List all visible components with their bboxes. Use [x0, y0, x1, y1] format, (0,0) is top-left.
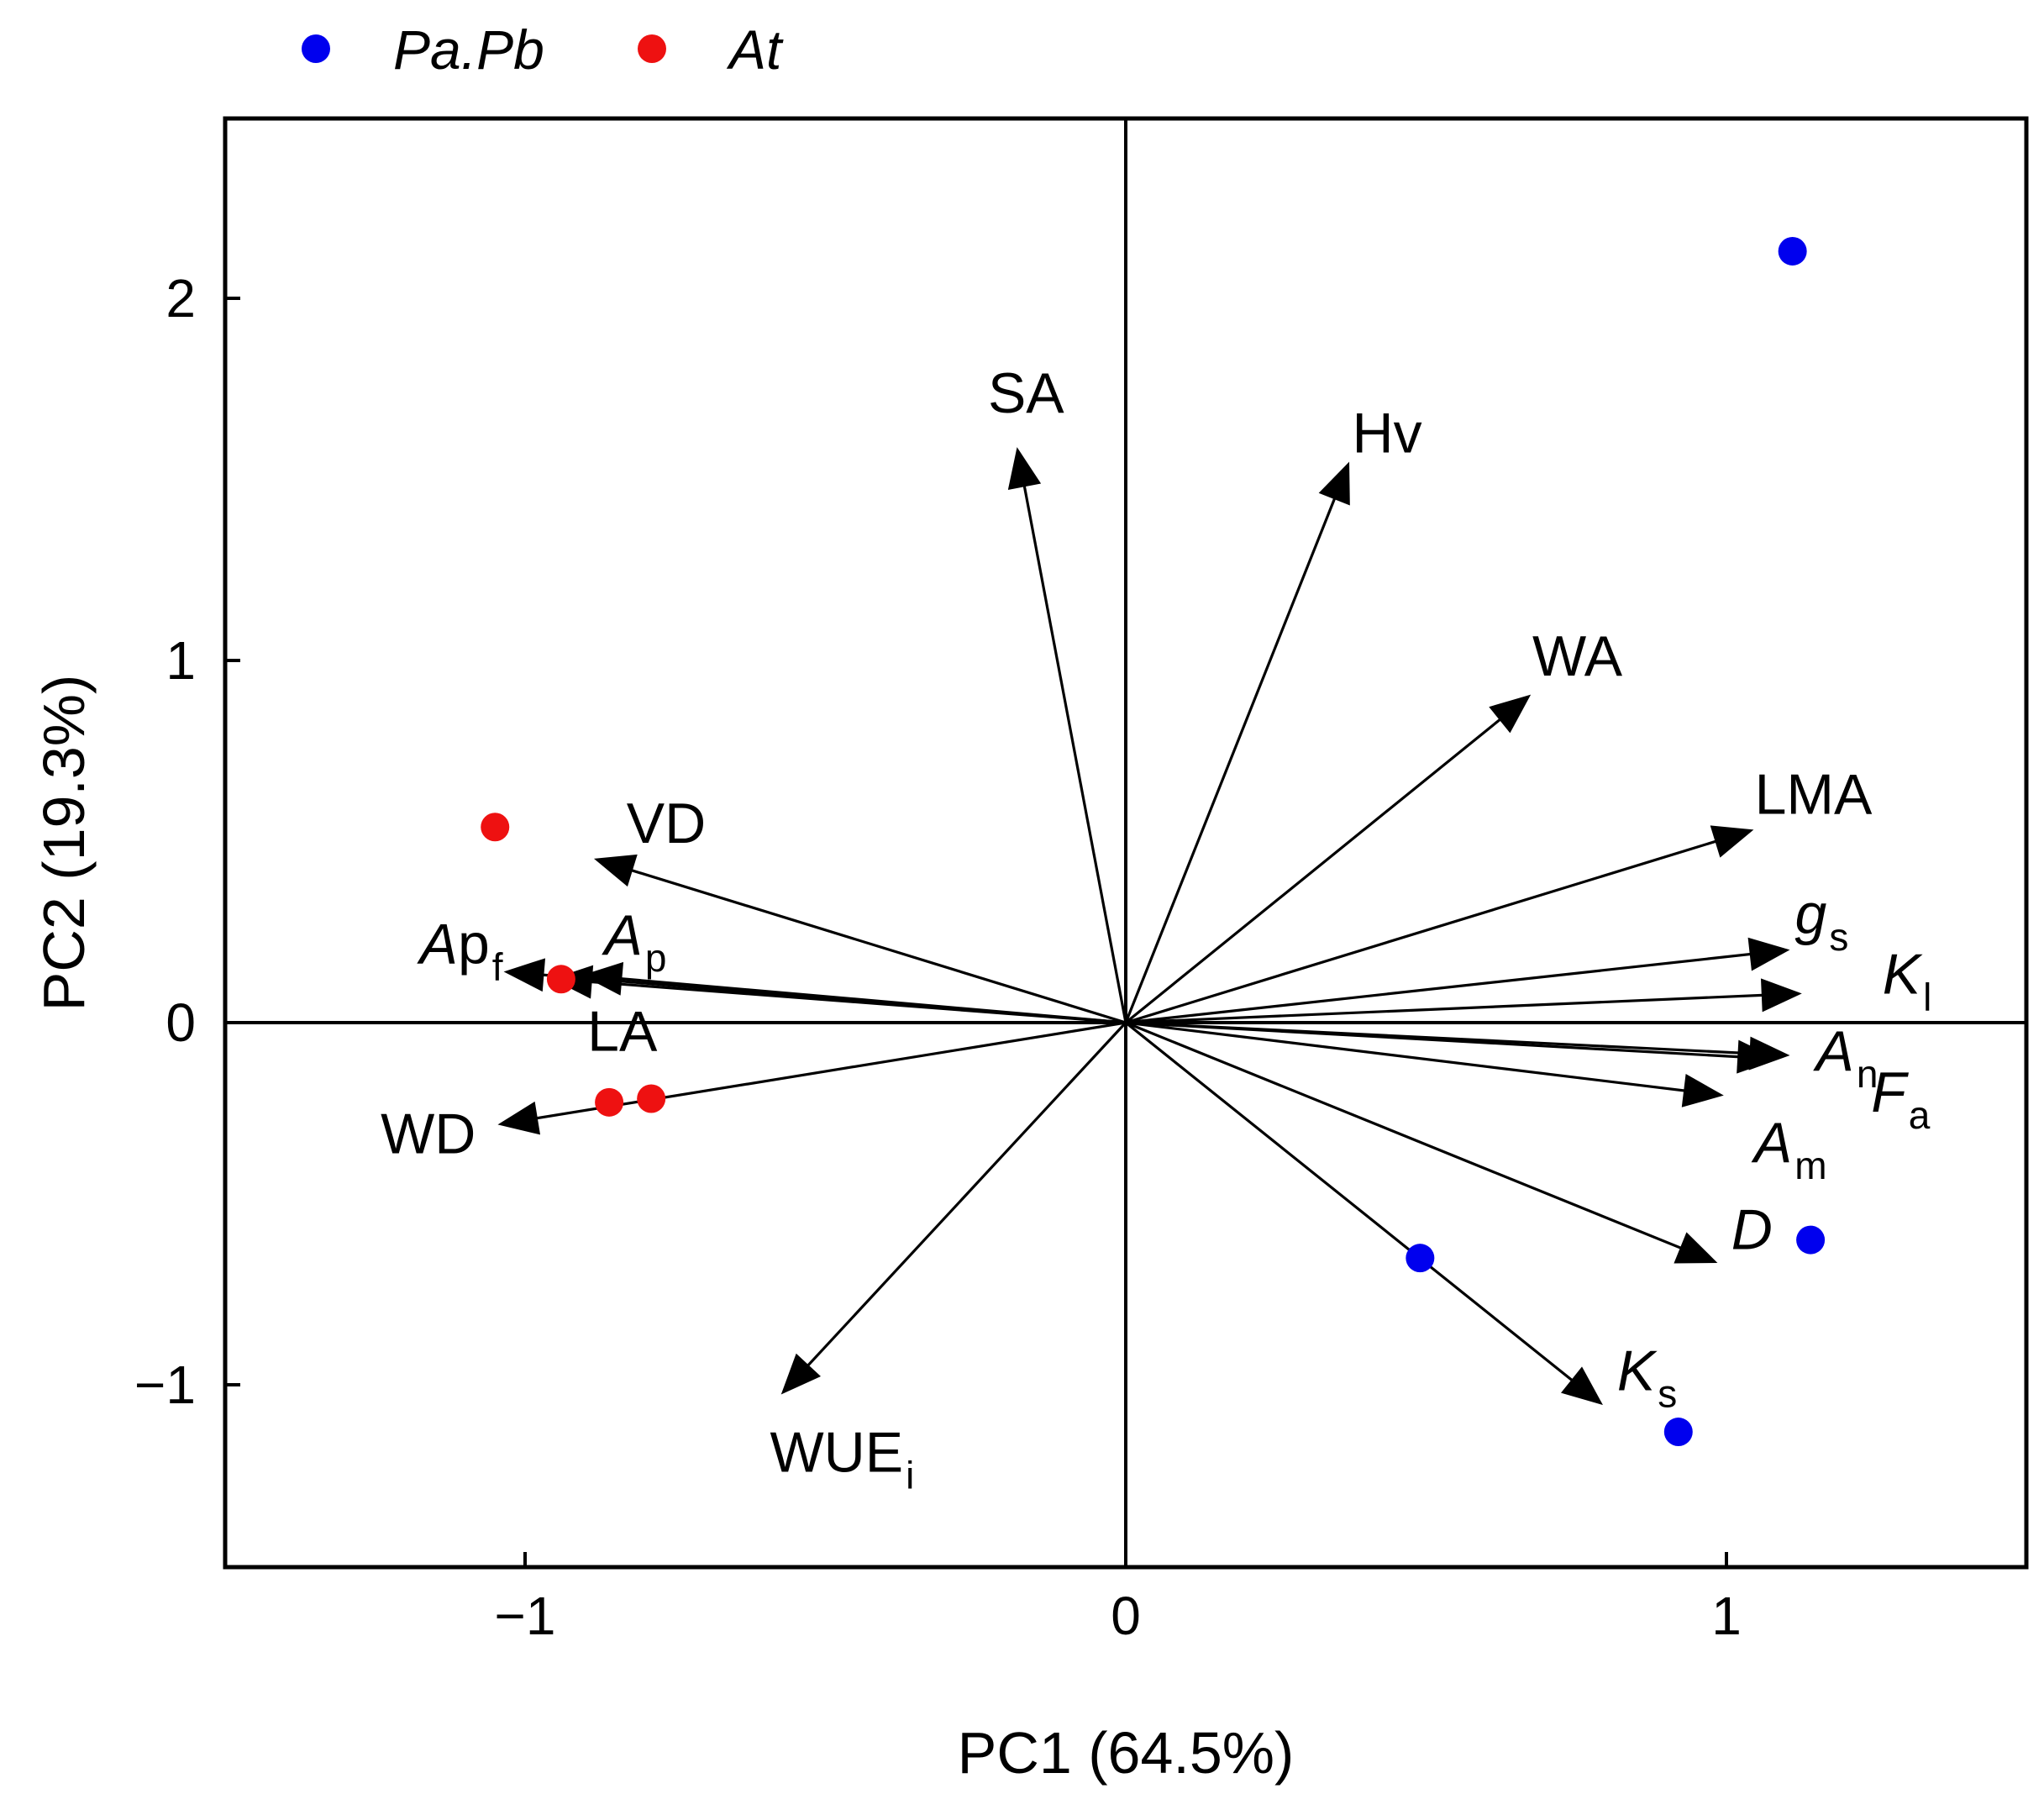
loading-arrow-fa [1125, 1021, 1779, 1074]
point-papb [1778, 236, 1807, 266]
point-at [481, 813, 510, 842]
loading-label-la: LA [587, 999, 658, 1063]
loading-label-wa: WA [1532, 624, 1623, 688]
point-at [595, 1087, 624, 1117]
x-axis: −1 0 1 [495, 1552, 1742, 1646]
legend: Pa.Pb At [302, 18, 784, 81]
x-tick-label: 0 [1111, 1586, 1141, 1646]
y-tick-label: 1 [166, 630, 196, 691]
loading-arrow-hv [1124, 461, 1350, 1023]
loading-label-ap: Ap [602, 903, 667, 980]
loading-arrow-sa [1007, 447, 1127, 1023]
loading-label-d: D [1731, 1197, 1773, 1261]
x-tick-label: −1 [495, 1586, 556, 1646]
point-papb [1406, 1244, 1435, 1273]
loading-arrow-wuei [780, 1021, 1127, 1395]
loading-arrow-ap [581, 961, 1127, 1024]
loading-arrow-wa [1124, 694, 1532, 1024]
y-axis-title: PC2 (19.3%) [31, 675, 97, 1012]
x-tick-label: 1 [1711, 1586, 1742, 1646]
loading-label-am: Am [1751, 1111, 1827, 1187]
point-papb [1663, 1418, 1693, 1447]
legend-marker-at [638, 34, 666, 63]
loading-label-ks: Ks [1617, 1339, 1677, 1416]
loading-label-vd: VD [627, 792, 706, 855]
loading-label-lma: LMA [1755, 763, 1873, 827]
score-points [481, 236, 1826, 1447]
loading-arrow-lma [1125, 825, 1754, 1024]
loading-arrow-am [1125, 1021, 1724, 1107]
loading-arrow-gs [1125, 937, 1790, 1024]
x-axis-title: PC1 (64.5%) [958, 1720, 1295, 1786]
loading-label-gs: gs [1795, 882, 1849, 959]
loading-label-fa: Fa [1871, 1060, 1931, 1137]
y-tick-label: 2 [166, 268, 196, 329]
loading-arrow-vd [593, 854, 1127, 1024]
loading-label-wd: WD [381, 1102, 476, 1166]
point-at [546, 965, 575, 994]
loading-arrow-d [1125, 1021, 1718, 1264]
loading-label-an: An [1813, 1019, 1878, 1096]
loading-arrow-ks [1124, 1021, 1603, 1406]
y-axis: −1 0 1 2 [134, 268, 240, 1415]
legend-marker-papb [302, 34, 330, 63]
loading-label-wuei: WUEi [770, 1421, 915, 1497]
loading-label-apf: Apf [417, 913, 503, 989]
loading-arrow-kl [1125, 978, 1802, 1024]
point-at [637, 1084, 666, 1113]
legend-label-at: At [726, 18, 784, 81]
point-papb [1796, 1225, 1826, 1255]
legend-label-papb: Pa.Pb [393, 18, 544, 81]
y-tick-label: 0 [166, 992, 196, 1053]
loading-label-sa: SA [988, 361, 1064, 425]
loading-label-kl: Kl [1883, 943, 1932, 1019]
y-tick-label: −1 [134, 1355, 196, 1415]
loading-label-hv: Hv [1353, 401, 1422, 465]
